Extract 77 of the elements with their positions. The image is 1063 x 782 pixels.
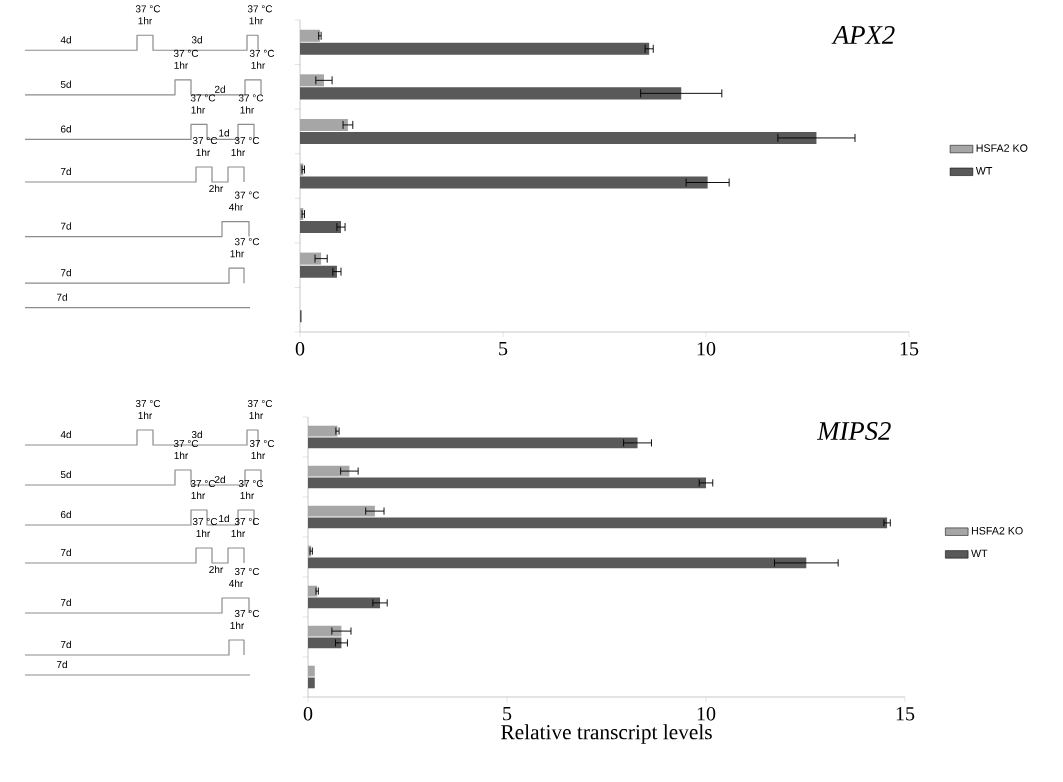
text: 1hr xyxy=(196,529,211,537)
text: 37 °C xyxy=(135,5,161,13)
text: 37 °C xyxy=(238,480,264,488)
text: 6d xyxy=(60,510,71,519)
text: 1hr xyxy=(230,621,245,629)
text: 7d xyxy=(56,293,67,301)
text: 1d xyxy=(219,514,229,523)
text: 4hr xyxy=(229,579,244,587)
text: 37 °C xyxy=(234,568,260,576)
text: 4hr xyxy=(229,203,244,211)
text: 7d xyxy=(60,167,71,176)
text: 1hr xyxy=(174,61,189,69)
text: 37 °C xyxy=(247,400,273,408)
x-tick-label: 0 xyxy=(303,707,313,721)
text: 1hr xyxy=(249,17,264,25)
x-tick-label: 15 xyxy=(900,342,919,356)
text: 1hr xyxy=(240,491,255,499)
text: 1hr xyxy=(251,451,266,459)
text: 6d xyxy=(60,125,71,133)
text: 1hr xyxy=(240,106,255,114)
text: 4d xyxy=(60,36,71,44)
text: 37 °C xyxy=(234,518,260,526)
legend-label: WT xyxy=(975,167,993,175)
text: 1hr xyxy=(138,411,153,419)
legend-label: WT xyxy=(971,549,988,558)
legend-label: HSFA2 KO xyxy=(971,526,1023,535)
x-tick-label: 5 xyxy=(499,342,508,356)
text: 5d xyxy=(60,80,71,88)
text: 2d xyxy=(214,85,225,93)
text: 37 °C xyxy=(173,49,199,57)
x-tick-label: 5 xyxy=(503,707,512,721)
text: 1hr xyxy=(138,17,153,25)
text: 37 °C xyxy=(192,137,218,145)
text: 1hr xyxy=(191,491,206,499)
text: 1hr xyxy=(251,61,266,69)
chart-title: MIPS2 xyxy=(816,422,891,441)
text: 37 °C xyxy=(173,440,199,448)
x-axis-title: Relative transcript levels xyxy=(501,724,712,744)
text: 1hr xyxy=(230,249,245,258)
text: 1hr xyxy=(196,148,211,156)
text: 7d xyxy=(56,660,67,669)
chart-title: APX2 xyxy=(831,26,895,44)
text: 2d xyxy=(214,475,225,484)
text: 37 °C xyxy=(238,94,264,102)
text: 1d xyxy=(219,129,229,137)
x-tick-label: 15 xyxy=(896,707,915,721)
text: 7d xyxy=(60,548,71,557)
text: 7d xyxy=(60,268,71,277)
text: 37 °C xyxy=(249,49,275,57)
text: 7d xyxy=(60,598,71,607)
text: 37 °C xyxy=(234,238,260,246)
text: 3d xyxy=(191,36,202,44)
text: 3d xyxy=(191,430,202,439)
text: 2hr xyxy=(209,184,224,192)
text: 7d xyxy=(60,640,71,649)
text: 37 °C xyxy=(190,480,216,488)
legend-label: HSFA2 KO xyxy=(976,144,1028,152)
text: 37 °C xyxy=(234,137,260,145)
text: 7d xyxy=(60,222,71,230)
text: 37 °C xyxy=(192,518,218,526)
x-tick-label: 0 xyxy=(295,342,305,356)
text: 4d xyxy=(60,430,71,439)
text: 1hr xyxy=(249,411,264,419)
x-tick-label: 10 xyxy=(697,342,716,356)
text: 1hr xyxy=(191,106,206,114)
text: 37 °C xyxy=(190,94,216,102)
text: 1hr xyxy=(174,451,189,459)
text: 2hr xyxy=(209,565,224,573)
text: 37 °C xyxy=(135,400,161,408)
text: 1hr xyxy=(231,529,246,537)
text: 37 °C xyxy=(234,191,260,199)
text: 37 °C xyxy=(234,610,260,618)
x-tick-label: 10 xyxy=(697,707,716,721)
text: 1hr xyxy=(231,148,246,156)
text: 37 °C xyxy=(249,440,275,448)
text: 5d xyxy=(60,470,71,479)
text: 37 °C xyxy=(247,5,273,13)
